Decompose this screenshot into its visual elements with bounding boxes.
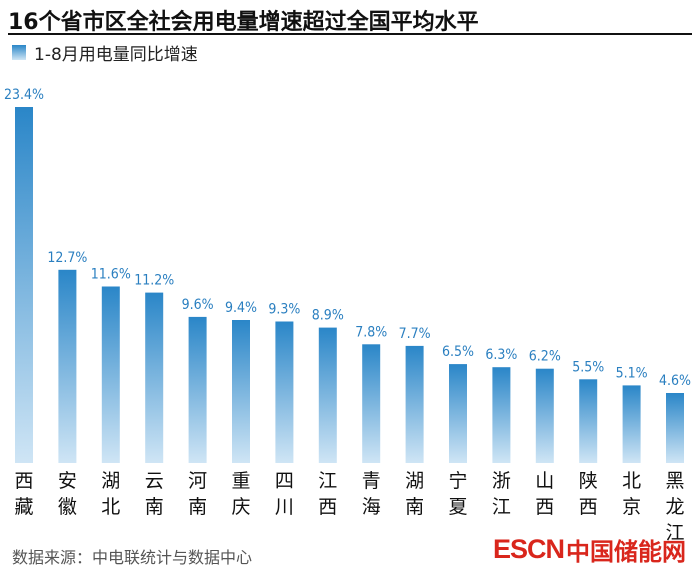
bar-14 (622, 385, 641, 463)
category-label-12-char-0: 山 (535, 470, 554, 492)
bar-8 (362, 344, 381, 463)
category-label-11-char-1: 江 (492, 496, 511, 518)
bar-11 (492, 367, 511, 463)
category-label-15-char-1: 龙 (665, 496, 684, 518)
brand-logo: ESCN 中国储能网 (493, 529, 686, 569)
category-label-3-char-0: 云 (145, 470, 164, 492)
value-label-8: 7.8% (355, 324, 387, 340)
category-label-15-char-0: 黑 (665, 470, 684, 492)
value-label-9: 7.7% (399, 326, 431, 342)
category-label-0-char-1: 藏 (14, 496, 33, 518)
category-label-0-char-0: 西 (14, 470, 33, 492)
bar-13 (579, 379, 598, 463)
category-label-8-char-0: 青 (362, 470, 381, 492)
category-label-15-char-2: 江 (665, 522, 684, 544)
bar-12 (535, 368, 554, 463)
value-label-15: 4.6% (659, 373, 691, 389)
value-label-11: 6.3% (485, 347, 517, 363)
category-label-6-char-0: 四 (275, 470, 294, 492)
bar-3 (145, 292, 164, 463)
bar-6 (275, 321, 294, 463)
value-label-0: 23.4% (4, 87, 44, 103)
bar-10 (449, 364, 467, 463)
bar-7 (318, 327, 337, 463)
bar-4 (188, 316, 207, 463)
value-label-6: 9.3% (268, 302, 300, 318)
category-label-13-char-0: 陕 (579, 470, 598, 492)
category-label-8-char-1: 海 (362, 496, 381, 518)
category-label-10-char-1: 夏 (448, 496, 467, 518)
bar-2 (101, 286, 120, 463)
legend-label: 1-8月用电量同比增速 (34, 44, 198, 65)
category-label-3-char-1: 南 (145, 496, 164, 518)
category-label-1-char-0: 安 (58, 470, 77, 492)
value-label-7: 8.9% (312, 308, 344, 324)
bar-15 (666, 393, 684, 463)
category-label-4-char-0: 河 (188, 470, 207, 492)
value-label-12: 6.2% (529, 349, 561, 365)
legend: 1-8月用电量同比增速 (12, 40, 198, 65)
category-label-14-char-1: 京 (622, 496, 641, 518)
category-label-2-char-0: 湖 (101, 470, 120, 492)
value-label-2: 11.6% (91, 267, 131, 283)
value-label-13: 5.5% (572, 359, 604, 375)
value-label-4: 9.6% (182, 297, 214, 313)
category-label-9-char-1: 南 (405, 496, 424, 518)
data-source: 数据来源：中电联统计与数据中心 (12, 548, 253, 567)
category-label-6-char-1: 川 (275, 496, 294, 518)
value-label-1: 12.7% (47, 250, 87, 266)
chart-title: 16个省市区全社会用电量增速超过全国平均水平 (8, 10, 479, 35)
category-label-12-char-1: 西 (535, 496, 554, 518)
category-label-1-char-1: 徽 (58, 496, 77, 518)
category-label-5-char-1: 庆 (231, 496, 250, 518)
brand-logo-latin: ESCN (492, 533, 565, 564)
category-label-11-char-0: 浙 (492, 470, 511, 492)
bar-1 (58, 269, 77, 463)
value-label-10: 6.5% (442, 344, 474, 360)
category-label-13-char-1: 西 (579, 496, 598, 518)
category-label-10-char-0: 宁 (448, 470, 467, 492)
category-label-9-char-0: 湖 (405, 470, 424, 492)
value-label-14: 5.1% (616, 365, 648, 381)
category-label-4-char-1: 南 (188, 496, 207, 518)
category-label-2-char-1: 北 (101, 496, 120, 518)
category-label-7-char-1: 西 (318, 496, 337, 518)
title-divider (8, 33, 692, 35)
legend-swatch (12, 44, 26, 60)
category-label-5-char-0: 重 (231, 470, 250, 492)
bar-9 (405, 345, 424, 463)
category-label-7-char-0: 江 (318, 470, 337, 492)
bar-5 (232, 320, 250, 463)
category-label-14-char-0: 北 (622, 470, 641, 492)
value-label-3: 11.2% (134, 273, 174, 289)
brand-logo-cjk: 中国储能网 (566, 537, 686, 566)
bar-0 (15, 107, 33, 463)
value-label-5: 9.4% (225, 300, 257, 316)
